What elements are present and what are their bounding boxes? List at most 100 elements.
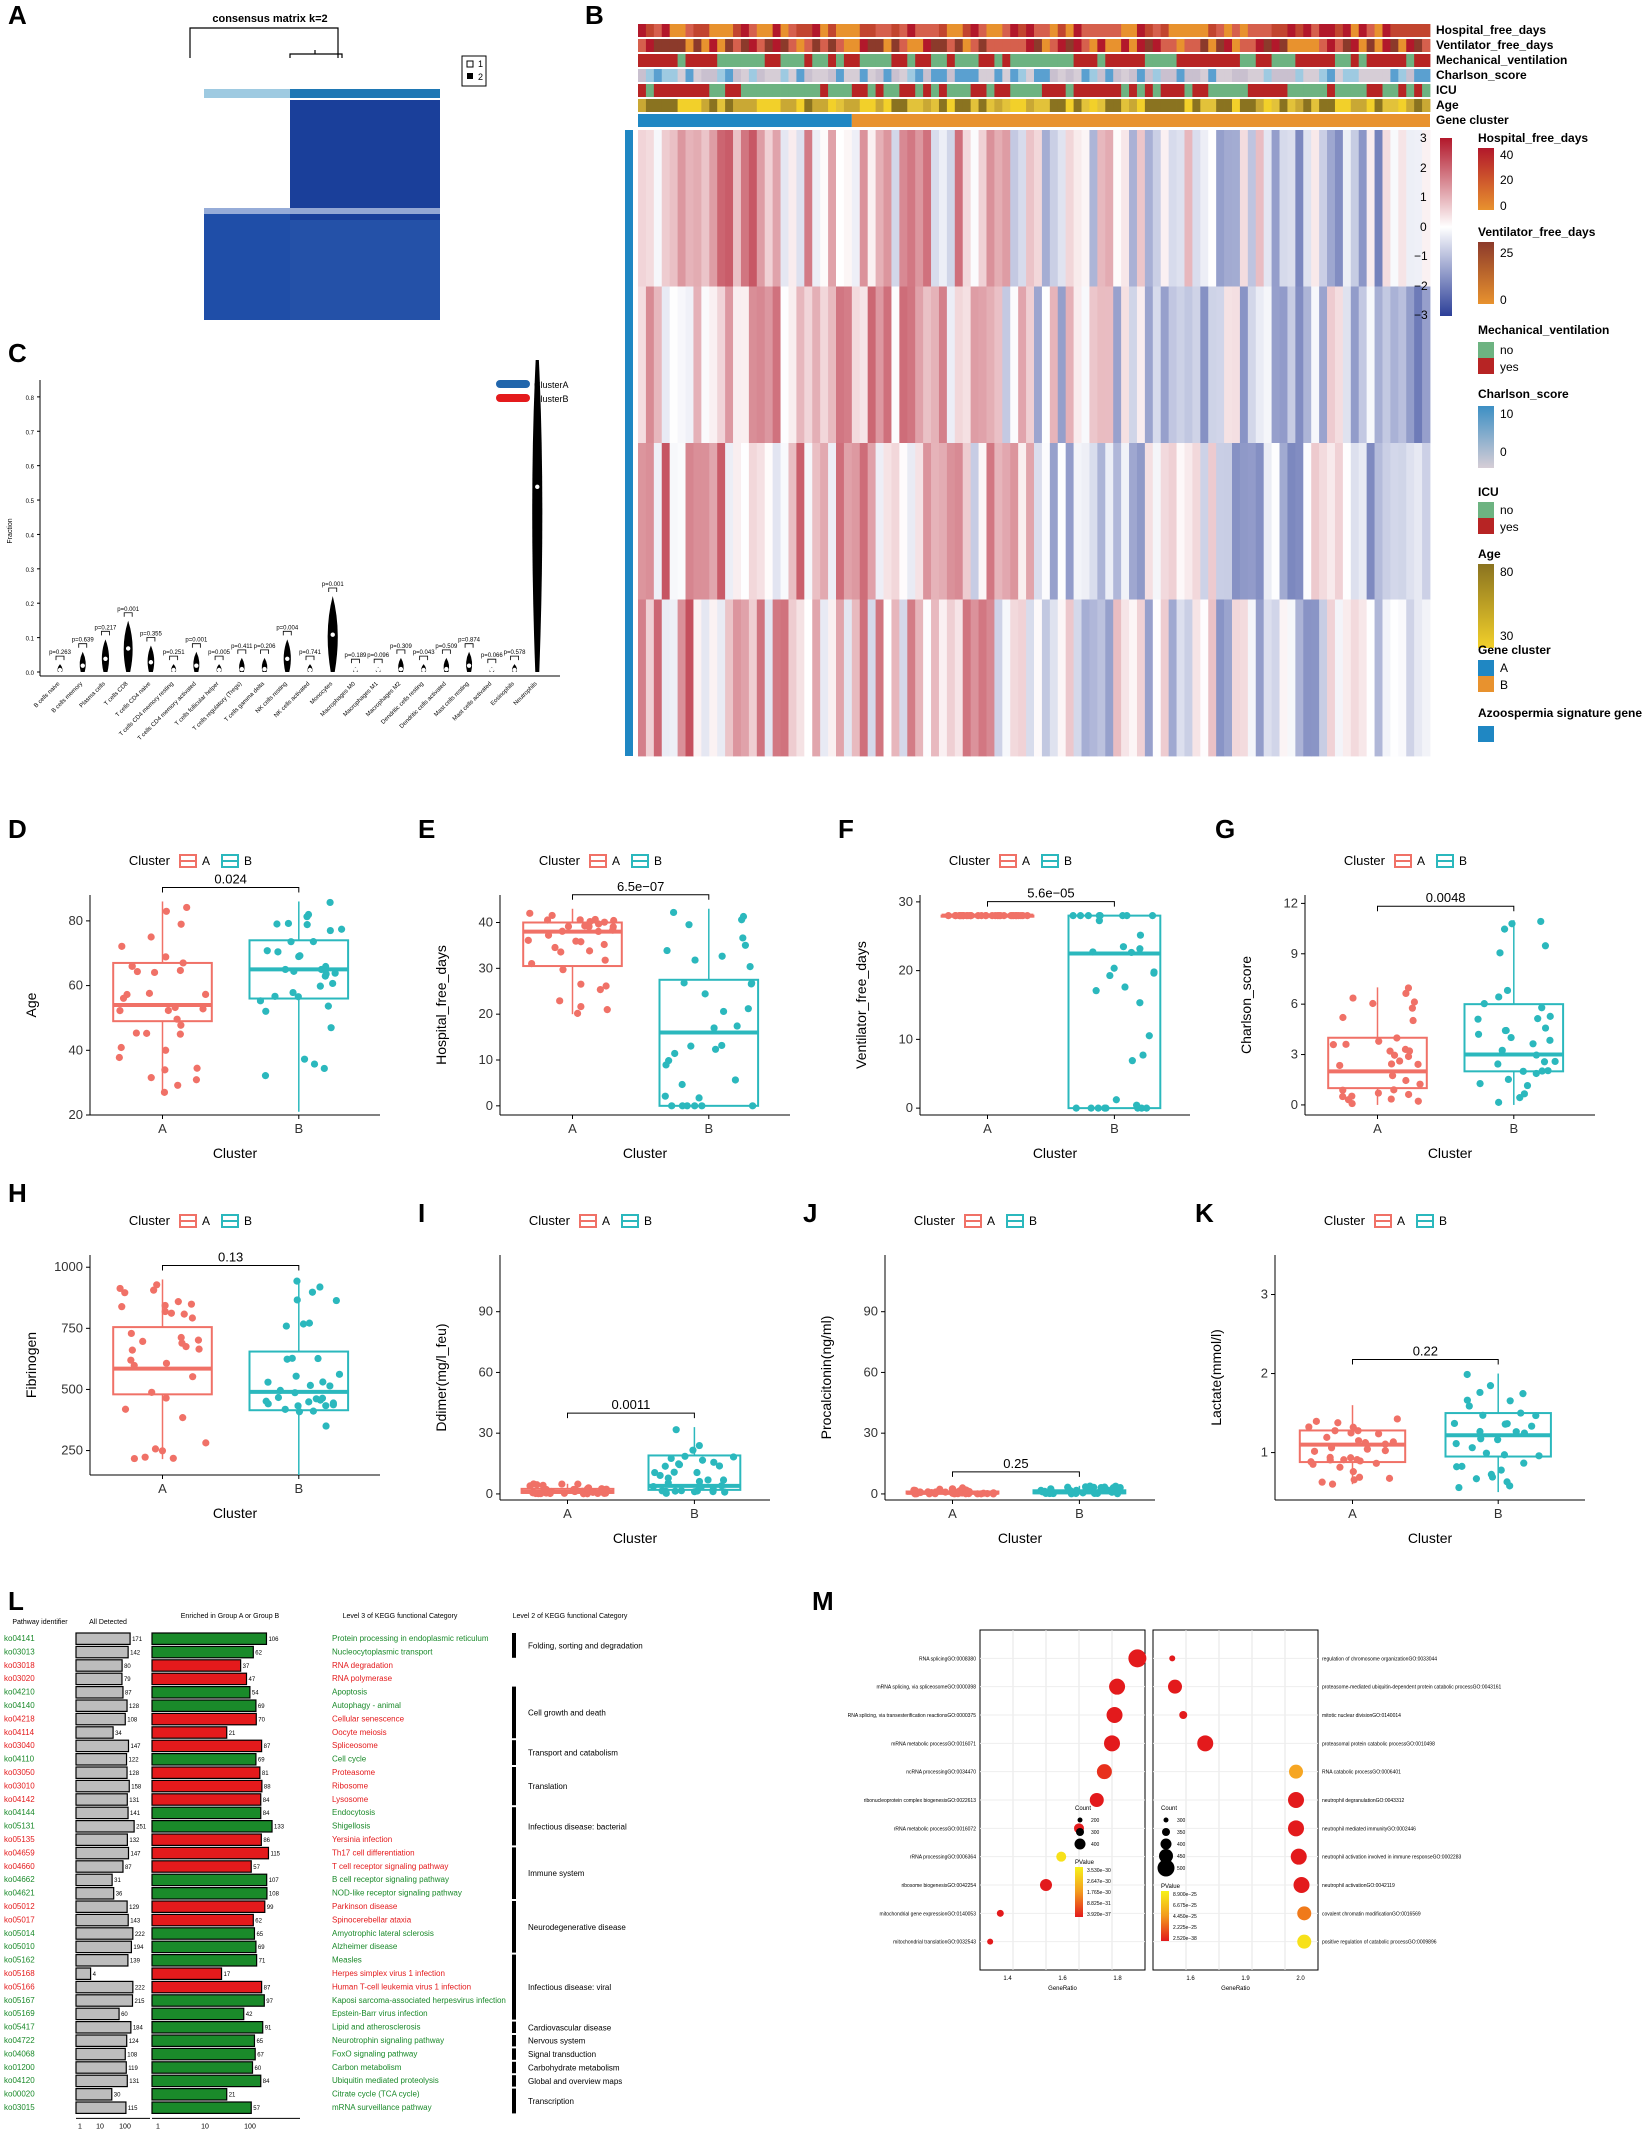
box-x-label: Cluster — [213, 1505, 258, 1521]
panel-j-box: 0 30 60 90 Procalcitonin(ng/ml) Cluster Cluste… — [805, 1195, 1185, 1565]
annotation-cell — [661, 24, 671, 37]
kegg-level2-bracket — [512, 2048, 516, 2060]
annotation-cell — [788, 69, 797, 82]
heatmap-cell — [1073, 286, 1082, 444]
annotation-cell — [1263, 84, 1272, 97]
annotation-cell — [1247, 24, 1257, 37]
box-x-tick-label: A — [158, 1481, 167, 1496]
box-point — [1476, 1427, 1484, 1436]
box-point — [193, 1064, 201, 1072]
go-term-label: neutrophil activationGO:0042119 — [1322, 1883, 1395, 1889]
box-point — [1355, 1473, 1364, 1481]
box-point — [337, 925, 346, 933]
annotation-cell — [1089, 69, 1098, 82]
annotation-cell — [1358, 39, 1368, 52]
kegg-enriched-value: 57 — [253, 2106, 260, 2112]
heatmap-cell — [1089, 130, 1098, 287]
heatmap-cell — [1010, 130, 1019, 287]
box-point — [1349, 1468, 1357, 1476]
heatmap-cell — [891, 443, 900, 600]
kegg-all-detected-value: 222 — [135, 1932, 146, 1938]
annotation-cell — [733, 39, 742, 52]
box-point — [179, 1414, 187, 1422]
annotation-cell — [1026, 24, 1035, 37]
annotation-cell — [661, 54, 671, 67]
box-point — [585, 947, 594, 955]
go-term-label: mitochondrial translationGO:0032543 — [893, 1940, 976, 1946]
annotation-cell — [1398, 84, 1407, 97]
heatmap-cell — [685, 599, 694, 757]
box-point — [1402, 989, 1410, 998]
heatmap-cell — [1129, 443, 1138, 600]
heatmap-cell — [748, 443, 758, 600]
heatmap-cell — [812, 599, 821, 757]
kegg-header-level3: Level 3 of KEGG functional Category — [343, 1613, 458, 1620]
heatmap-cell — [1398, 599, 1407, 757]
annotation-cell — [1129, 24, 1138, 37]
annotation-cell — [836, 69, 845, 82]
kegg-level2-label: Cell growth and death — [528, 1708, 606, 1717]
legend-icu-no: no — [1500, 503, 1514, 517]
heatmap-cell — [978, 286, 987, 444]
box-point — [178, 1339, 186, 1347]
annotation-cell — [1136, 69, 1146, 82]
heatmap-cell — [820, 443, 829, 600]
kegg-level2-bracket — [512, 2021, 516, 2033]
annotation-cell — [685, 84, 694, 97]
kegg-level2-label: Infectious disease: bacterial — [528, 1822, 627, 1831]
kegg-all-detected-bar — [75, 2074, 128, 2088]
kegg-level2-label: Transport and catabolism — [528, 1749, 618, 1758]
violin-p-bracket — [191, 643, 201, 648]
gene-cluster-b-bar — [851, 114, 1430, 127]
kegg-enriched-bar — [151, 1753, 257, 1766]
heatmap-cell — [669, 130, 678, 287]
annotation-cell — [1200, 84, 1209, 97]
annotation-cell — [693, 54, 702, 67]
box-point — [1405, 1090, 1413, 1099]
box-point — [143, 1029, 151, 1037]
kegg-enriched-bar — [151, 1766, 261, 1779]
box-point — [1072, 1104, 1080, 1112]
legend-gene-a-swatch — [1478, 660, 1494, 676]
annotation-cell — [669, 69, 678, 82]
violin-shape — [532, 329, 543, 672]
box-point — [1528, 1422, 1536, 1430]
box-y-tick-label: 3 — [1261, 1287, 1268, 1302]
annotation-cell — [1152, 39, 1162, 52]
violin-x-label: Eosinophils — [490, 681, 516, 707]
annotation-cell — [1065, 84, 1074, 97]
kegg-pathway-name: Kaposi sarcoma-associated herpesvirus in… — [332, 1996, 506, 2005]
kegg-level2-bracket — [512, 1740, 516, 1765]
annotation-cell — [1279, 54, 1288, 67]
heatmap-cell — [804, 443, 813, 600]
violin-y-tick-label: 0.7 — [26, 430, 35, 436]
box-point — [1110, 964, 1118, 972]
box-point — [329, 1401, 337, 1409]
annotation-cell — [748, 39, 758, 52]
box-point — [1414, 1097, 1422, 1105]
go-term-label: rRNA metabolic processGO:0016072 — [894, 1826, 976, 1832]
annotation-cell — [772, 84, 781, 97]
go-count-label: 500 — [1177, 1866, 1186, 1872]
violin-legend-b: ClusterB — [534, 394, 569, 404]
kegg-pathway-id: ko05135 — [4, 1835, 35, 1844]
kegg-enriched-value: 54 — [252, 1691, 259, 1697]
annotation-cell — [1303, 54, 1312, 67]
box-x-tick-label: B — [690, 1506, 699, 1521]
kegg-all-detected-value: 158 — [131, 1784, 142, 1790]
box-point — [145, 989, 154, 997]
annotation-cell — [1382, 24, 1391, 37]
go-term-label: ncRNA processingGO:0034470 — [906, 1770, 976, 1776]
kegg-axis-tick: 10 — [96, 2123, 104, 2130]
heatmap-cell — [938, 599, 948, 757]
kegg-pathway-name: Cell cycle — [332, 1755, 367, 1764]
panel-label-l: L — [8, 1586, 24, 1616]
box-point — [150, 1286, 158, 1294]
heatmap-cell — [1184, 443, 1193, 600]
annotation-cell — [954, 69, 964, 82]
annotation-cell — [986, 69, 995, 82]
kegg-pathway-name: Carbon metabolism — [332, 2063, 402, 2072]
heatmap-cell — [883, 443, 892, 600]
heatmap-cell — [1073, 599, 1082, 757]
heatmap-cell — [828, 599, 837, 757]
